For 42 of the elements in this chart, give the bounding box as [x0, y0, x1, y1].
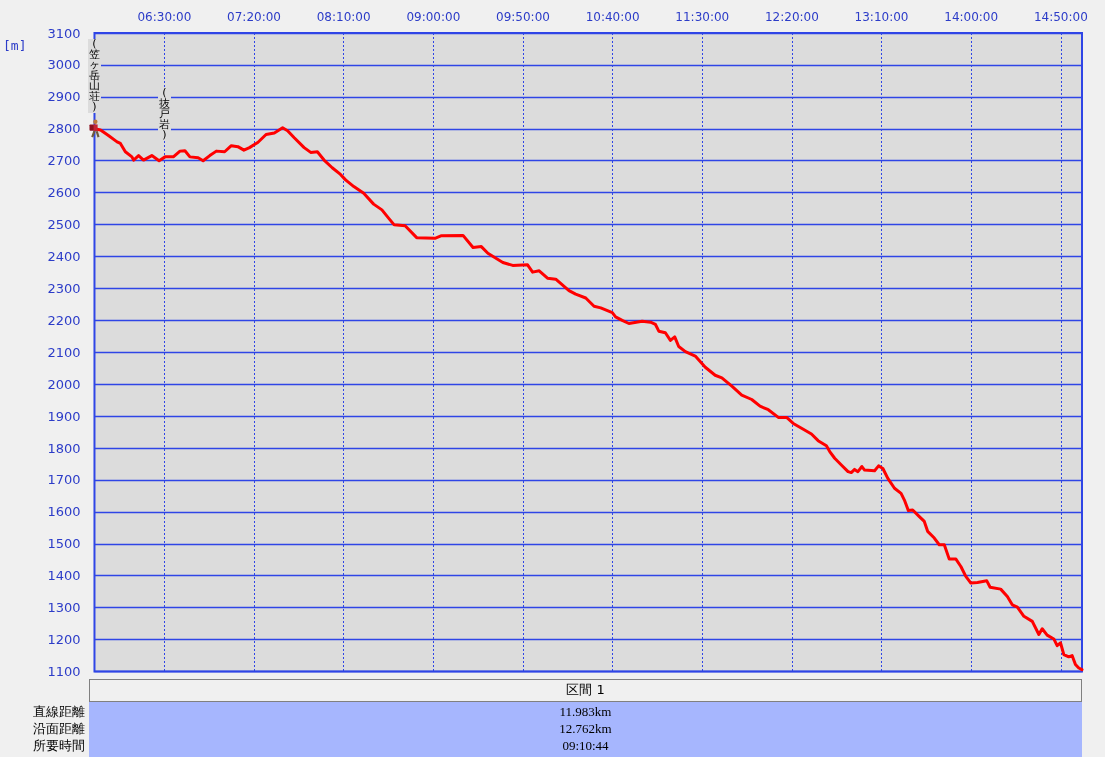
y-tick-label: 3100: [47, 25, 81, 41]
text: 沿面距離: [32, 720, 85, 737]
y-tick-label: 1100: [47, 664, 81, 679]
y-axis-title: [m]: [3, 38, 27, 53]
y-tick-label: 1900: [47, 408, 81, 424]
y-tick-label: 2800: [47, 121, 81, 137]
text: 直線距離: [32, 703, 85, 720]
y-tick-label: 2400: [47, 248, 81, 264]
y-tick-label: 1600: [47, 504, 81, 520]
x-tick-label: 09:50:00: [496, 10, 550, 24]
y-tick-label: 2100: [47, 344, 81, 360]
x-tick-label: 07:20:00: [227, 10, 281, 24]
x-tick-label: 13:10:00: [854, 10, 909, 24]
x-tick-label: 10:40:00: [585, 10, 640, 24]
x-tick-label: 11:30:00: [675, 10, 730, 24]
y-tick-label: 1400: [47, 568, 81, 584]
y-tick-label: 3000: [47, 57, 81, 73]
x-tick-label: 14:50:00: [1033, 10, 1088, 24]
y-tick-label: 2200: [47, 312, 81, 328]
y-tick-label: 2300: [47, 280, 81, 296]
y-tick-label: 1200: [47, 632, 81, 648]
y-tick-label: 2000: [47, 376, 81, 392]
y-tick-label: 2700: [47, 153, 81, 169]
y-tick-label: 1300: [47, 600, 81, 616]
text: 11.983km: [558, 703, 613, 720]
annotation: (抜戸岩): [157, 86, 171, 142]
x-tick-label: 14:00:00: [944, 10, 999, 24]
text: 所要時間: [32, 737, 85, 754]
text: 12.762km: [558, 720, 613, 737]
y-tick-label: 1700: [47, 472, 81, 488]
y-tick-label: 1800: [47, 440, 81, 456]
x-tick-label: 12:20:00: [764, 10, 819, 24]
y-tick-label: 2600: [47, 185, 81, 201]
x-tick-label: 08:10:00: [316, 10, 371, 24]
y-tick-label: 2500: [47, 217, 81, 233]
x-tick-label: 06:30:00: [137, 10, 192, 24]
y-tick-label: 1500: [47, 536, 81, 552]
annotation: (笠ヶ岳山荘): [87, 37, 101, 114]
text: 区間 1: [89, 679, 1082, 702]
y-tick-label: 2900: [47, 89, 81, 105]
text: 09:10:44: [561, 737, 610, 754]
x-tick-label: 09:00:00: [406, 10, 461, 24]
